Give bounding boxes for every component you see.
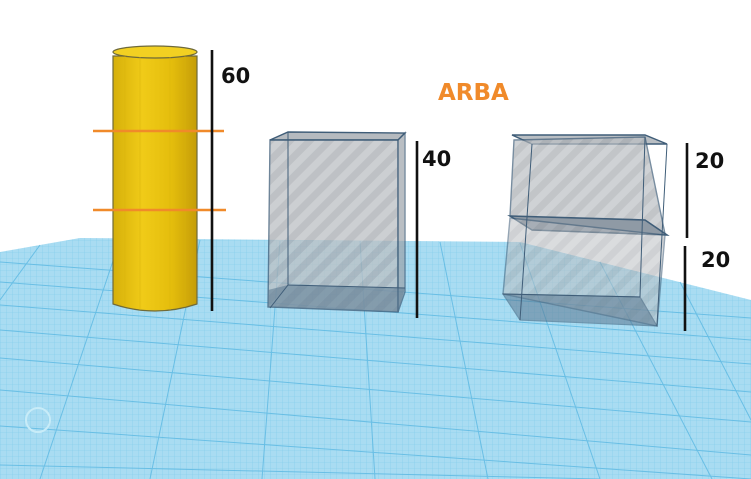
dimension-label-40: 40 xyxy=(422,147,452,171)
dimension-label-20-lower: 20 xyxy=(701,248,731,272)
dimension-label-60: 60 xyxy=(221,64,251,88)
white-patch xyxy=(226,196,262,230)
box-object[interactable] xyxy=(267,131,407,313)
cylinder-object[interactable] xyxy=(112,45,198,312)
title-label: ARBA xyxy=(438,80,509,106)
dimension-label-20-upper: 20 xyxy=(695,149,725,173)
white-patch xyxy=(58,108,94,142)
white-patch xyxy=(700,178,751,204)
stacked-boxes-object[interactable] xyxy=(501,134,670,327)
